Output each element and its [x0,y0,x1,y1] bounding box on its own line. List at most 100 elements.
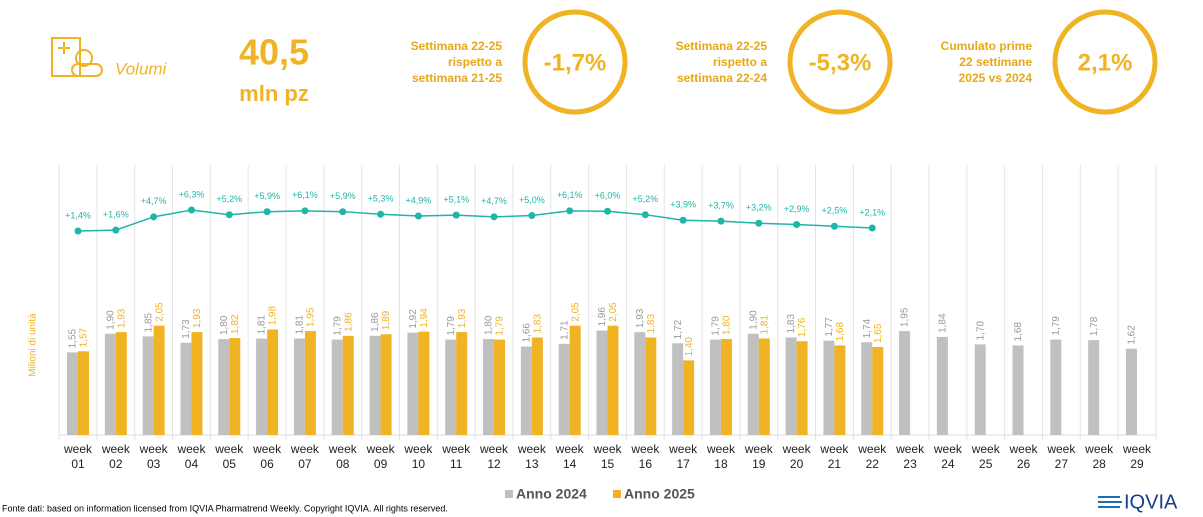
kpi-label: rispetto a [448,55,502,69]
bar [936,336,948,435]
value-label: 1,93 [116,308,127,328]
bar [596,330,608,435]
bar [104,333,116,435]
bar [861,342,873,435]
bar [1050,339,1062,435]
value-label: 1,72 [673,319,684,339]
growth-label: +1,6% [103,210,129,220]
value-label: 1,89 [381,310,392,330]
bar [342,335,354,435]
value-label: 1,80 [219,315,230,335]
growth-point [74,227,82,235]
x-tick-label: week 29 [1122,442,1152,471]
value-label: 1,98 [268,306,279,326]
logo-text: IQVIA [1124,491,1178,513]
value-label: 1,79 [495,316,506,336]
x-tick-label: week 26 [1009,442,1039,471]
value-label: 1,85 [143,312,154,332]
growth-label: +5,9% [330,191,356,201]
growth-label: +4,7% [141,196,167,206]
growth-label: +5,1% [443,194,469,204]
legend-swatch [505,490,513,498]
bar [180,342,192,435]
value-label: 1,68 [1013,322,1024,342]
x-tick-label: week 12 [479,442,509,471]
value-label: 1,81 [759,315,770,335]
bar [369,335,381,435]
growth-label: +3,9% [670,200,696,210]
bar [67,352,78,435]
kpi-value: 2,1% [1078,49,1133,76]
value-label: 1,81 [295,315,306,335]
growth-label: +5,2% [632,194,658,204]
growth-label: +4,7% [481,196,507,206]
bar [456,332,468,435]
value-label: 1,62 [1127,325,1138,345]
value-label: 1,95 [306,307,317,327]
growth-label: +2,5% [822,206,848,216]
value-label: 1,79 [1051,316,1062,336]
value-label: 1,90 [748,310,759,330]
growth-point [604,207,611,215]
growth-point [150,213,158,221]
bar [191,332,203,435]
bar [78,351,89,435]
value-label: 1,94 [419,308,430,328]
bar [569,325,581,435]
value-label: 1,73 [181,319,192,339]
kpi-label: Settimana 22-25 [676,39,768,53]
growth-point [112,226,120,234]
kpi-circle [1052,9,1158,115]
x-tick-label: week 14 [555,442,585,471]
value-label: 1,93 [192,308,203,328]
value-label: 1,93 [635,308,646,328]
bar [445,339,457,435]
growth-point [339,208,347,216]
bar [380,334,392,435]
growth-label: +2,1% [859,207,885,217]
bar [418,331,430,435]
unit: mln pz [239,81,309,106]
value-label: 1,77 [824,317,835,337]
bar [218,339,230,435]
bar [142,336,154,435]
x-tick-label: week 13 [517,442,547,471]
bar [834,345,846,435]
value-label: 1,76 [797,317,808,337]
value-label: 2,05 [570,302,581,322]
bar [558,343,570,435]
value-label: 1,66 [521,323,532,343]
bar [872,347,884,435]
legend-swatch [613,490,621,498]
growth-point [301,207,309,215]
growth-label: +6,3% [179,189,205,199]
bar [899,331,911,435]
bar [407,332,419,435]
growth-label: +1,4% [65,210,91,220]
bar [645,337,657,435]
growth-label: +5,9% [254,191,280,201]
bar [293,338,305,435]
bar [494,339,506,435]
x-tick-label: week 19 [744,442,774,471]
growth-point [377,210,385,218]
bar [796,341,808,435]
growth-point [641,211,649,219]
x-tick-label: week 01 [63,442,93,471]
value-label: 1,84 [938,313,949,333]
x-tick-label: week 23 [895,442,925,471]
growth-label: +4,9% [406,195,432,205]
x-tick-label: week 27 [1046,442,1076,471]
growth-label: +3,7% [708,201,734,211]
kpi-label: Cumulato prime [941,39,1033,53]
x-tick-label: week 20 [782,442,812,471]
growth-point [755,219,763,227]
value-label: 1,83 [786,314,797,334]
x-tick-label: week 17 [668,442,698,471]
y-label: Milioni di unità [28,313,39,377]
growth-point [490,213,498,221]
growth-label: +5,3% [368,194,394,204]
value-label: 1,79 [332,316,343,336]
icon [51,37,103,77]
